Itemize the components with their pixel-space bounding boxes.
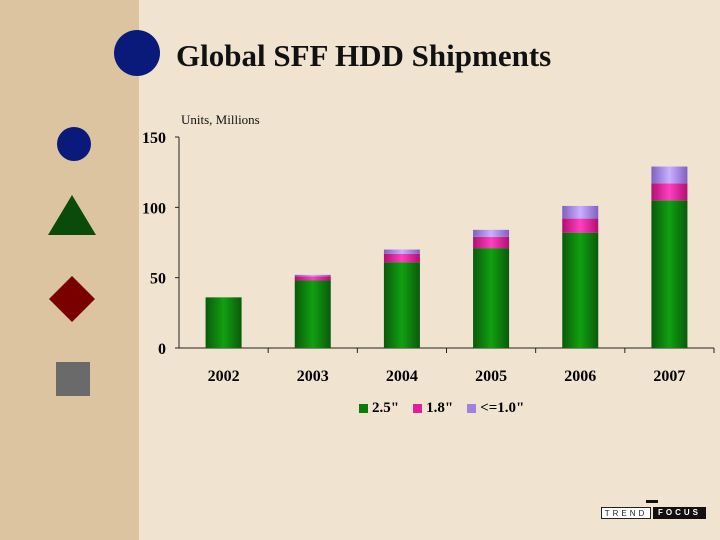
page-title: Global SFF HDD Shipments [176, 38, 552, 73]
logo-text-left: TREND [601, 507, 651, 519]
bar-2006-series-0 [562, 232, 599, 348]
bar-2004-series-0 [383, 262, 420, 348]
legend-swatch [413, 404, 423, 413]
legend-swatch [467, 404, 477, 413]
legend-item: <=1.0" [467, 400, 524, 417]
square-icon [56, 362, 90, 396]
bar-2006-series-2 [562, 205, 599, 219]
legend-label: 1.8" [426, 400, 454, 416]
bar-2007-series-1 [651, 183, 688, 201]
legend-item: 1.8" [413, 400, 453, 417]
chart-legend: 2.5" 1.8" <=1.0" [359, 400, 524, 417]
bar-2005-series-2 [473, 229, 510, 237]
bar-2004-series-2 [383, 249, 420, 254]
y-tick-label: 0 [158, 341, 166, 358]
sidebar-band [0, 0, 139, 540]
legend-swatch [359, 404, 368, 413]
bar-2007-series-2 [651, 166, 688, 184]
legend-label: 2.5" [372, 400, 400, 416]
bar-2006-series-1 [562, 218, 599, 233]
legend-label: <=1.0" [480, 400, 525, 416]
logo-text-right: FOCUS [653, 507, 706, 519]
x-tick-label: 2003 [297, 368, 329, 385]
y-tick-label: 150 [142, 130, 166, 147]
x-tick-label: 2006 [564, 368, 596, 385]
bar-2003-series-1 [294, 276, 331, 281]
bar-2005-series-0 [473, 248, 510, 348]
x-tick-label: 2002 [208, 368, 240, 385]
bar-2003-series-0 [294, 280, 331, 348]
logo-mark [646, 500, 658, 503]
bar-2003-series-2 [294, 274, 331, 277]
y-tick-label: 50 [150, 271, 166, 288]
bar-2007-series-0 [651, 200, 688, 348]
bar-2004-series-1 [383, 253, 420, 263]
x-tick-label: 2005 [475, 368, 507, 385]
x-tick-label: 2004 [386, 368, 418, 385]
bar-2005-series-1 [473, 236, 510, 249]
circle-icon [57, 127, 91, 161]
y-tick-label: 100 [142, 200, 166, 217]
title-bullet-icon [114, 30, 160, 76]
x-tick-label: 2007 [653, 368, 685, 385]
legend-item: 2.5" [359, 400, 399, 417]
trend-focus-logo: TREND FOCUS [601, 500, 706, 520]
diamond-icon [49, 276, 95, 322]
y-axis-label: Units, Millions [181, 112, 260, 127]
triangle-icon [48, 195, 96, 235]
bar-2002-series-0 [205, 297, 242, 348]
